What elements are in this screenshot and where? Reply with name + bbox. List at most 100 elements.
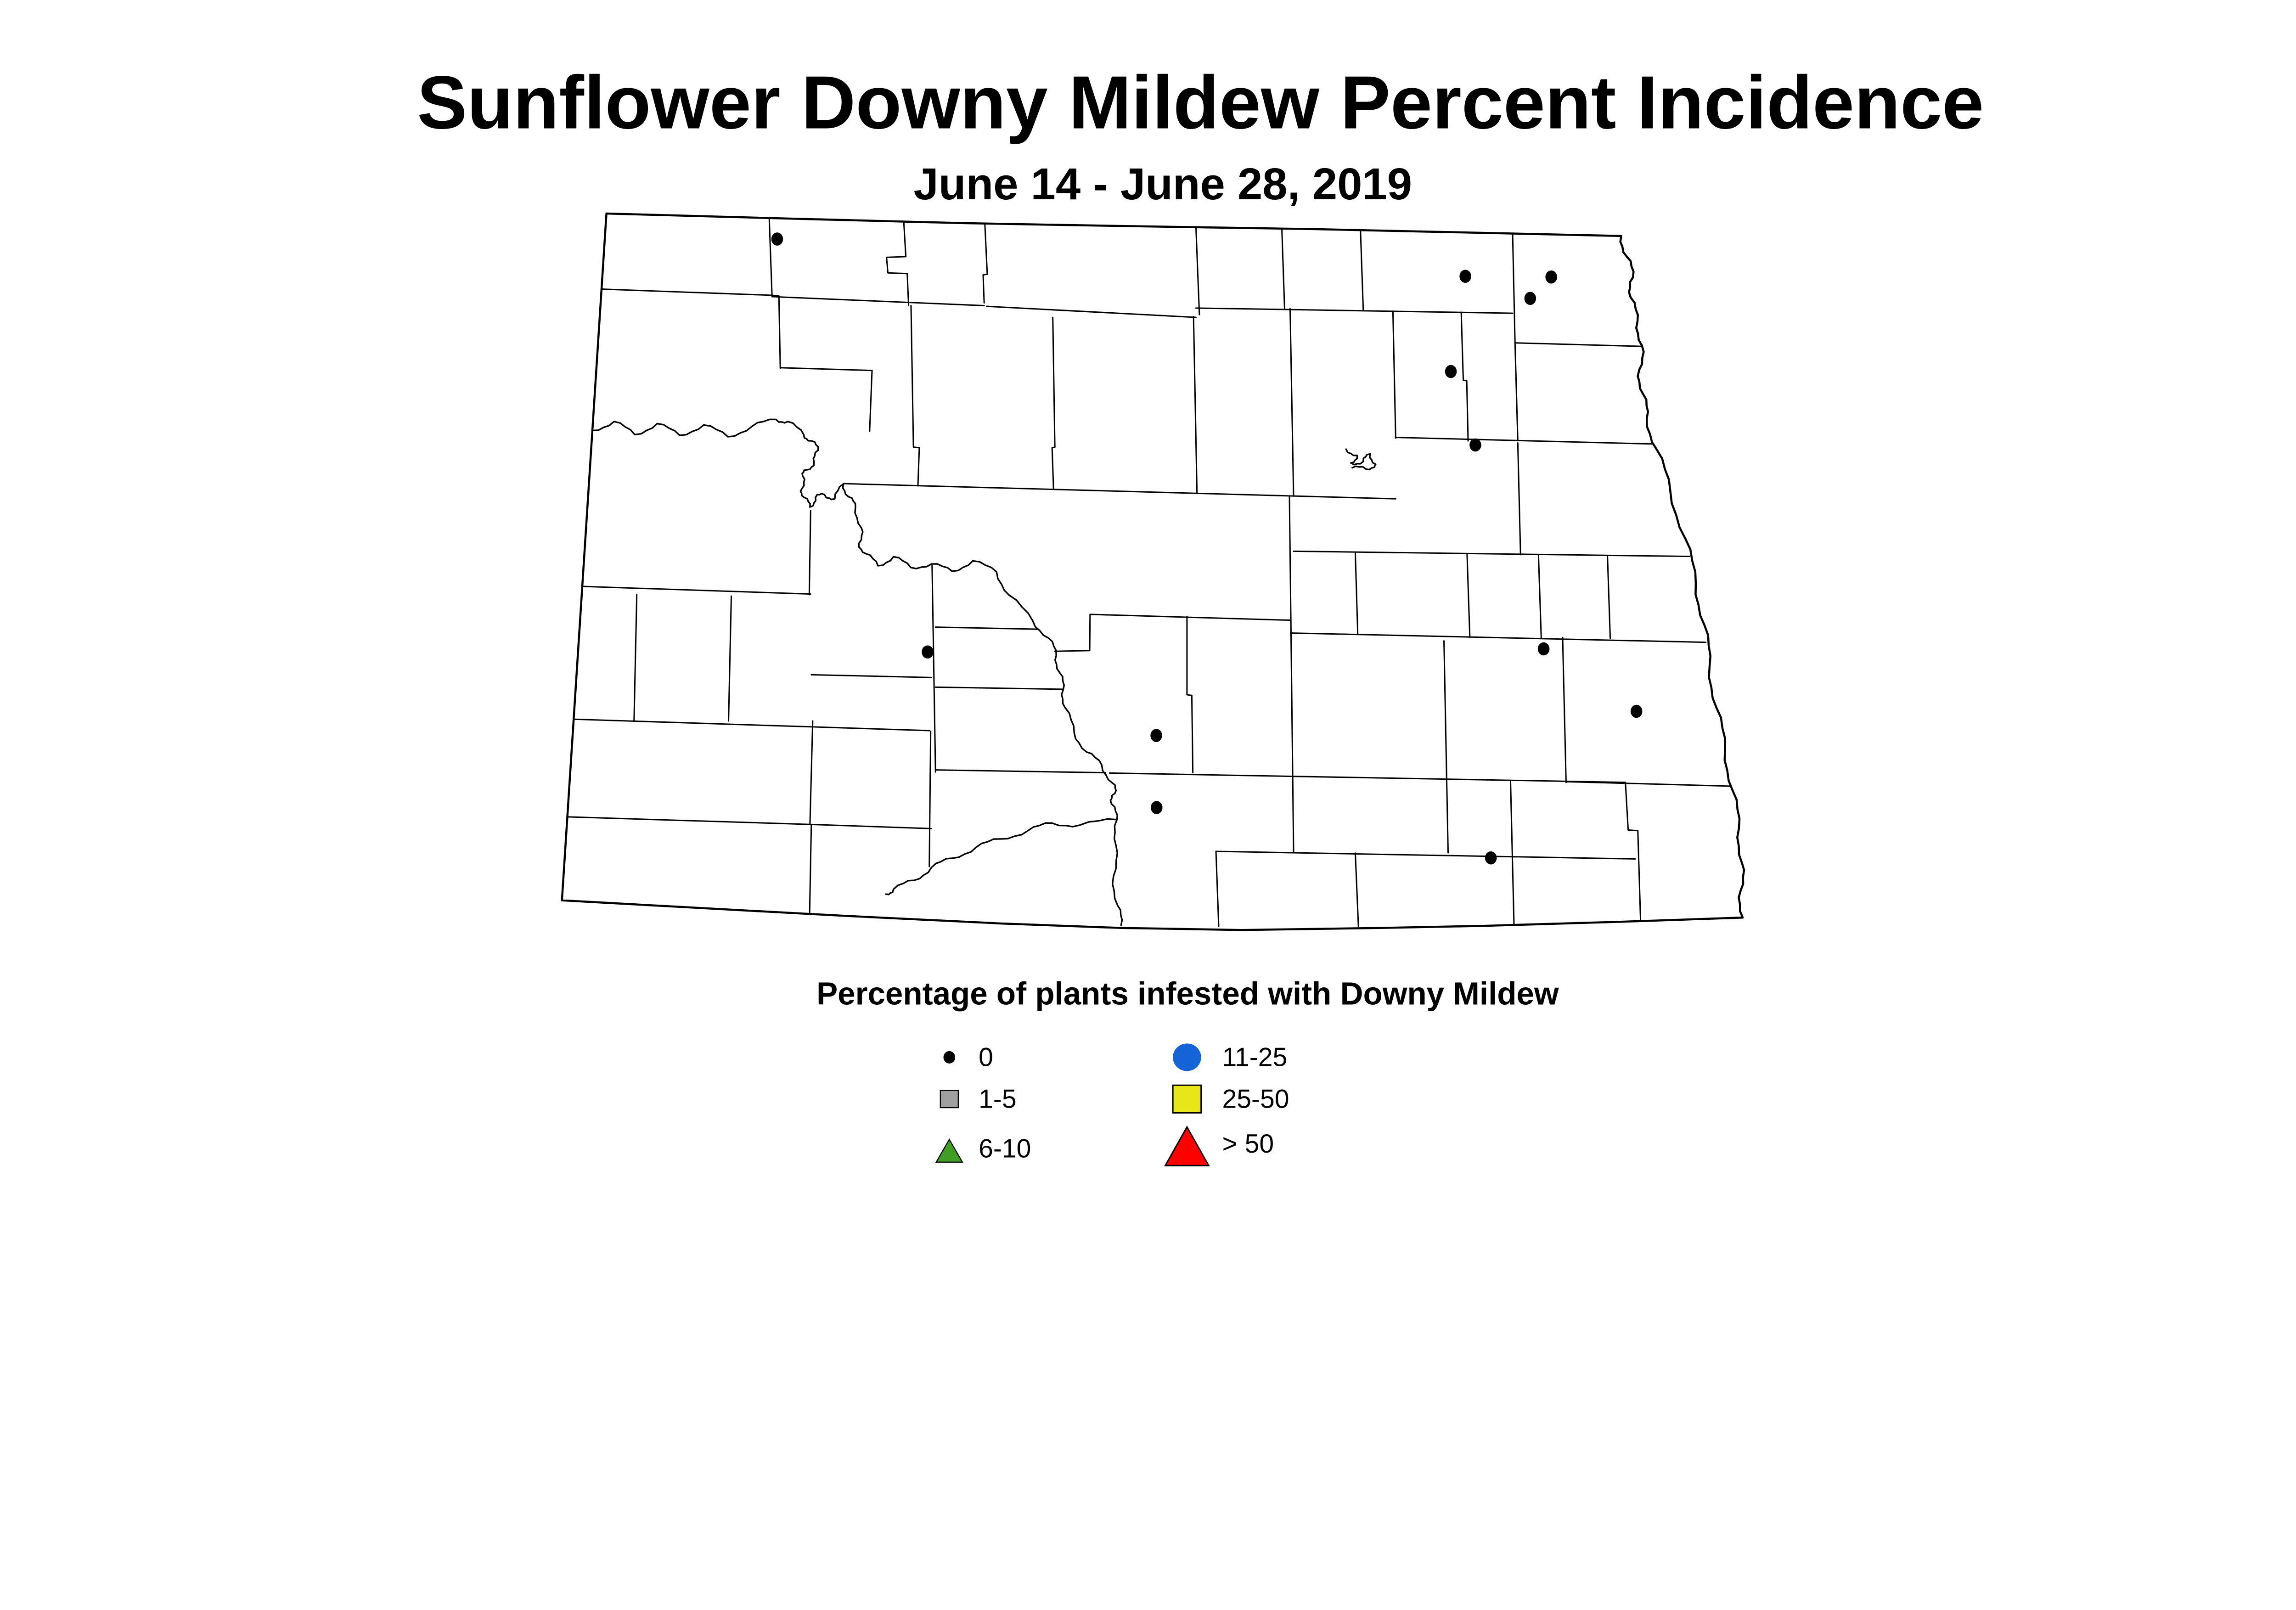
county-boundary <box>1562 636 1567 783</box>
county-boundary <box>1510 781 1515 925</box>
severe-incidence-triangle-icon <box>1164 1126 1210 1166</box>
figure: Sunflower Downy Mildew Percent Incidence… <box>417 60 1984 1166</box>
site-dot-incidence-0 <box>1459 270 1471 283</box>
county-boundary <box>633 594 638 722</box>
legend-item-3: 11-25 <box>1173 1042 1287 1072</box>
county-boundary <box>1051 316 1056 489</box>
county-boundary <box>886 221 910 307</box>
zero-incidence-dot-icon <box>943 1051 956 1064</box>
county-boundary <box>1565 781 1732 787</box>
county-boundary <box>1289 308 1294 497</box>
low-incidence-square-icon <box>940 1090 959 1109</box>
site-dot-incidence-0 <box>1545 270 1557 284</box>
legend-title: Percentage of plants infested with Downy… <box>816 975 1559 1011</box>
county-boundary <box>934 626 1039 630</box>
county-boundary <box>985 305 1197 318</box>
site-dot-incidence-0 <box>1445 365 1457 378</box>
county-boundary <box>1186 615 1194 774</box>
site-dot-incidence-0 <box>1150 729 1162 742</box>
county-boundary <box>1514 342 1643 347</box>
page-title: Sunflower Downy Mildew Percent Incidence <box>417 60 1984 144</box>
county-boundary <box>1193 316 1198 494</box>
county-boundary <box>934 686 1064 690</box>
legend-item-0: 0 <box>943 1042 993 1072</box>
county-boundary <box>1195 307 1514 314</box>
moderate-incidence-circle-icon <box>1173 1043 1201 1071</box>
county-boundary <box>1514 342 1519 441</box>
map-canvas: Sunflower Downy Mildew Percent Incidence… <box>417 60 1984 1166</box>
site-dot-incidence-0 <box>1151 801 1163 814</box>
county-boundary <box>1215 850 1636 860</box>
county-boundary <box>808 510 811 596</box>
county-boundary <box>982 223 988 304</box>
county-boundary <box>1395 437 1653 445</box>
county-boundary <box>869 370 873 432</box>
legend-item-label: 11-25 <box>1222 1042 1288 1072</box>
county-boundary <box>1215 850 1220 927</box>
county-boundary <box>1360 230 1364 311</box>
high-incidence-square-icon <box>1172 1084 1202 1114</box>
river-boundary <box>591 418 1123 926</box>
site-dots <box>771 232 1643 865</box>
site-dot-incidence-0 <box>771 232 783 246</box>
county-boundary <box>771 296 985 307</box>
county-boundary <box>582 585 811 595</box>
county-boundary <box>779 367 873 372</box>
site-dot-incidence-0 <box>922 645 934 659</box>
river-boundary <box>885 818 1118 895</box>
county-boundary <box>1289 496 1294 852</box>
county-boundary <box>1625 782 1642 922</box>
state-outline <box>561 212 1745 931</box>
legend-item-label: > 50 <box>1222 1129 1274 1159</box>
mid-incidence-triangle-icon <box>935 1138 963 1163</box>
legend-item-4: 25-50 <box>1172 1084 1289 1114</box>
county-boundary <box>1517 442 1521 556</box>
county-boundary <box>1460 311 1469 442</box>
site-dot-incidence-0 <box>1469 438 1481 452</box>
river-lines <box>591 418 1377 926</box>
county-boundary <box>810 823 932 829</box>
county-boundary <box>600 288 773 296</box>
county-boundary <box>809 720 814 825</box>
legend: Percentage of plants infested with Downy… <box>816 975 1559 1166</box>
county-boundary <box>1293 550 1690 557</box>
site-dot-incidence-0 <box>1485 851 1497 865</box>
legend-item-label: 6-10 <box>979 1134 1031 1163</box>
county-boundary <box>929 731 932 867</box>
county-boundary <box>567 816 812 825</box>
legend-item-5: > 50 <box>1164 1126 1274 1166</box>
county-boundary <box>1537 554 1542 639</box>
county-boundary <box>934 769 1107 774</box>
county-boundary <box>1195 226 1200 315</box>
legend-item-1: 1-5 <box>940 1084 1017 1114</box>
county-boundary <box>1354 852 1359 928</box>
county-boundary <box>728 595 732 722</box>
legend-item-label: 0 <box>979 1042 993 1072</box>
county-boundary <box>1466 554 1471 638</box>
river-boundary <box>1345 448 1377 471</box>
county-lines <box>567 218 1732 928</box>
site-dot-incidence-0 <box>1537 642 1550 656</box>
county-boundary <box>1512 233 1516 344</box>
county-boundary <box>1281 228 1285 310</box>
county-boundary <box>810 674 932 678</box>
county-boundary <box>931 565 936 773</box>
county-boundary <box>1392 310 1396 439</box>
county-boundary <box>809 823 812 915</box>
legend-item-2: 6-10 <box>935 1134 1031 1163</box>
county-boundary <box>1289 632 1707 643</box>
county-boundary <box>1054 614 1291 652</box>
county-boundary <box>1354 552 1359 634</box>
county-boundary <box>768 218 781 369</box>
county-boundary <box>574 718 930 732</box>
legend-item-label: 1-5 <box>979 1084 1017 1114</box>
site-dot-incidence-0 <box>1630 704 1643 718</box>
county-boundary <box>1109 772 1626 783</box>
county-boundary <box>1607 555 1611 639</box>
legend-item-label: 25-50 <box>1222 1084 1289 1114</box>
site-dot-incidence-0 <box>1524 292 1536 305</box>
county-boundary <box>910 305 920 487</box>
page-subtitle: June 14 - June 28, 2019 <box>914 159 1412 209</box>
county-boundary <box>1443 640 1449 854</box>
county-boundary <box>843 483 1396 500</box>
